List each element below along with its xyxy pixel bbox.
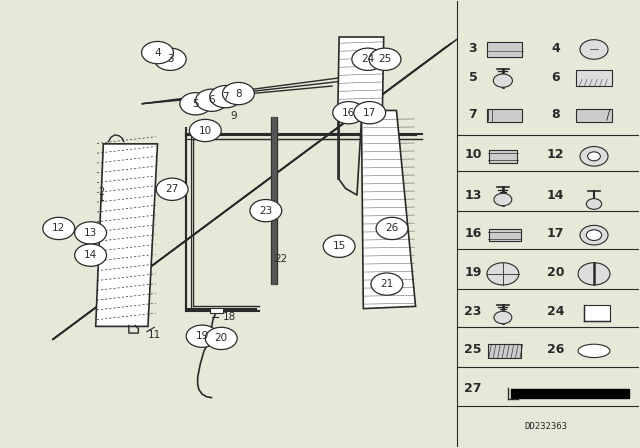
Text: 7: 7 [468, 108, 477, 121]
Text: 4: 4 [154, 47, 161, 58]
Text: 21: 21 [380, 279, 394, 289]
Text: 3: 3 [167, 54, 173, 64]
Text: 24: 24 [361, 54, 374, 64]
Text: 16: 16 [342, 108, 355, 118]
Polygon shape [338, 37, 384, 111]
Circle shape [578, 263, 610, 285]
Text: 13: 13 [464, 189, 482, 202]
Circle shape [588, 152, 600, 161]
Text: 7: 7 [222, 92, 229, 102]
Bar [211, 308, 223, 313]
Text: 27: 27 [166, 184, 179, 194]
Circle shape [75, 244, 106, 266]
Circle shape [586, 230, 602, 241]
Circle shape [369, 48, 401, 70]
Text: 9: 9 [230, 111, 237, 121]
Text: 25: 25 [378, 54, 392, 64]
Circle shape [250, 199, 282, 222]
Text: 10: 10 [199, 125, 212, 135]
FancyBboxPatch shape [577, 70, 612, 86]
Circle shape [586, 198, 602, 209]
Circle shape [371, 273, 403, 295]
Text: 22: 22 [274, 254, 287, 264]
Circle shape [494, 311, 512, 324]
Text: 10: 10 [464, 148, 482, 161]
Text: 20: 20 [214, 333, 228, 344]
Text: 5: 5 [468, 71, 477, 84]
Circle shape [223, 82, 254, 105]
FancyBboxPatch shape [584, 305, 610, 321]
Text: 23: 23 [464, 305, 482, 318]
Text: 8: 8 [235, 89, 242, 99]
Text: 15: 15 [333, 241, 346, 251]
Circle shape [376, 217, 408, 240]
Circle shape [580, 146, 608, 166]
Circle shape [493, 74, 513, 87]
Text: 23: 23 [259, 206, 273, 215]
Polygon shape [96, 144, 157, 327]
FancyBboxPatch shape [488, 150, 517, 163]
Circle shape [186, 325, 218, 347]
Polygon shape [362, 111, 415, 309]
Text: 14: 14 [547, 189, 564, 202]
Text: 17: 17 [547, 227, 564, 240]
Text: 18: 18 [223, 313, 236, 323]
Text: 2: 2 [99, 187, 104, 197]
Circle shape [494, 193, 512, 206]
Circle shape [189, 119, 221, 142]
Text: 12: 12 [52, 224, 65, 233]
Circle shape [487, 263, 519, 285]
Circle shape [580, 225, 608, 245]
Text: 6: 6 [209, 95, 215, 105]
Text: 8: 8 [552, 108, 560, 121]
FancyBboxPatch shape [488, 344, 522, 358]
Text: 12: 12 [547, 148, 564, 161]
Circle shape [354, 102, 386, 124]
Circle shape [156, 178, 188, 200]
Text: 26: 26 [547, 343, 564, 356]
Text: 5: 5 [193, 99, 199, 109]
FancyBboxPatch shape [487, 43, 522, 56]
FancyBboxPatch shape [489, 229, 521, 241]
Text: 19: 19 [195, 331, 209, 341]
Circle shape [43, 217, 75, 240]
Text: 19: 19 [464, 267, 482, 280]
Text: 27: 27 [464, 382, 482, 395]
Text: 4: 4 [552, 42, 560, 55]
Ellipse shape [578, 344, 610, 358]
Text: 25: 25 [464, 343, 482, 356]
Circle shape [180, 93, 212, 115]
FancyBboxPatch shape [577, 109, 612, 122]
Text: 26: 26 [385, 224, 399, 233]
Circle shape [75, 222, 106, 244]
Text: 1: 1 [99, 193, 104, 203]
Circle shape [205, 327, 237, 349]
Circle shape [196, 89, 228, 112]
Text: 13: 13 [84, 228, 97, 238]
Text: 11: 11 [148, 330, 161, 340]
Circle shape [141, 42, 173, 64]
Circle shape [333, 102, 365, 124]
Text: 3: 3 [468, 42, 477, 55]
Circle shape [154, 48, 186, 70]
Circle shape [352, 48, 384, 70]
Circle shape [323, 235, 355, 258]
Circle shape [580, 40, 608, 59]
Text: 14: 14 [84, 250, 97, 260]
Text: 6: 6 [552, 71, 560, 84]
FancyBboxPatch shape [487, 109, 522, 122]
Text: 20: 20 [547, 267, 564, 280]
Text: DD232363: DD232363 [525, 422, 568, 431]
Text: 16: 16 [464, 227, 482, 240]
Text: 17: 17 [363, 108, 376, 118]
Text: 24: 24 [547, 305, 564, 318]
Circle shape [210, 86, 242, 108]
